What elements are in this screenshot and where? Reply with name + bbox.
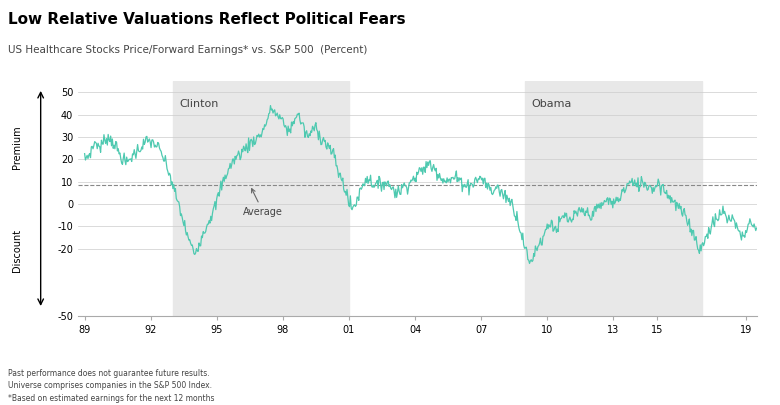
Bar bbox=[525, 81, 701, 316]
Text: Low Relative Valuations Reflect Political Fears: Low Relative Valuations Reflect Politica… bbox=[8, 12, 406, 27]
Text: US Healthcare Stocks Price/Forward Earnings* vs. S&P 500  (Percent): US Healthcare Stocks Price/Forward Earni… bbox=[8, 45, 367, 55]
Text: Past performance does not guarantee future results.
Universe comprises companies: Past performance does not guarantee futu… bbox=[8, 369, 215, 405]
Text: Obama: Obama bbox=[532, 99, 573, 109]
Text: Premium: Premium bbox=[12, 125, 22, 168]
Text: Average: Average bbox=[243, 189, 283, 217]
Text: Clinton: Clinton bbox=[179, 99, 218, 109]
Text: Discount: Discount bbox=[12, 228, 22, 272]
Bar bbox=[172, 81, 349, 316]
